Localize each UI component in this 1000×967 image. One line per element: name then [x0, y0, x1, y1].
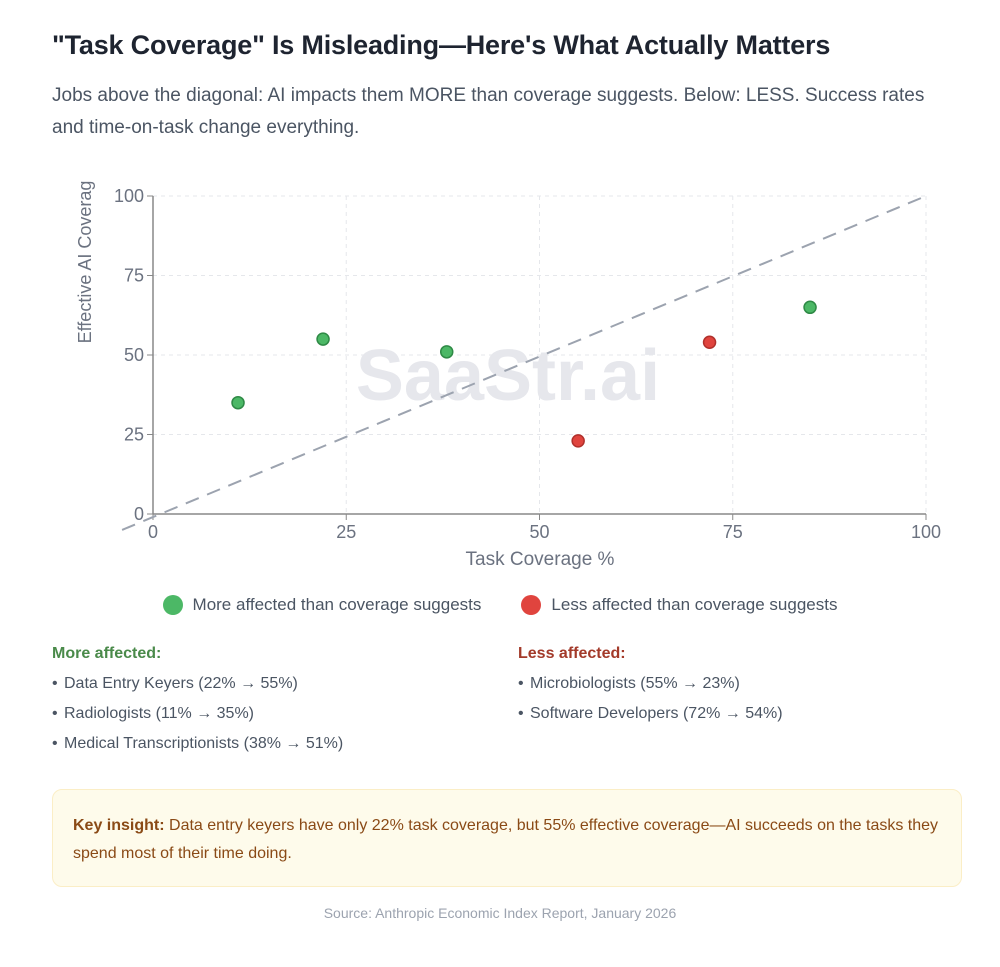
y-axis-label: Effective AI Coverag	[75, 181, 95, 344]
axes	[147, 195, 927, 520]
data-point-more	[231, 395, 245, 410]
list-item-text: Microbiologists (55% → 23%)	[530, 675, 740, 692]
less-affected-heading: Less affected:	[518, 645, 626, 662]
green-dot-icon	[162, 595, 183, 615]
page-title: "Task Coverage" Is Misleading—Here's Wha…	[52, 30, 831, 60]
list-item: • Medical Transcriptionists (38% → 51%)	[52, 729, 343, 759]
x-tick-label: 75	[723, 522, 743, 542]
list-item: • Software Developers (72% → 54%)	[518, 699, 783, 729]
bullet-icon: •	[518, 675, 524, 692]
bullet-icon: •	[52, 675, 58, 692]
list-item-text: Data Entry Keyers (22% → 55%)	[64, 675, 298, 692]
y-tick-label: 25	[124, 425, 144, 445]
bullet-icon: •	[52, 735, 58, 752]
bullet-icon: •	[52, 705, 58, 722]
data-point-less	[702, 335, 717, 350]
y-tick-label: 50	[124, 345, 144, 365]
y-tick-label: 100	[114, 186, 144, 206]
data-point-more	[439, 345, 454, 359]
y-tick-label: 75	[124, 266, 144, 286]
red-dot-icon	[521, 595, 542, 615]
bullet-icon: •	[518, 705, 524, 722]
list-item: • Radiologists (11% → 35%)	[52, 699, 343, 729]
watermark: SaaStr.ai	[356, 336, 660, 416]
chart-legend: More affected than coverage suggests Les…	[0, 595, 1000, 615]
legend-label-more: More affected than coverage suggests	[192, 595, 482, 614]
list-item-text: Medical Transcriptionists (38% → 51%)	[64, 735, 344, 752]
legend-label-less: Less affected than coverage suggests	[551, 595, 838, 614]
x-tick-label: 25	[336, 522, 356, 542]
more-affected-heading: More affected:	[52, 645, 162, 662]
scatter-chart: SaaStr.ai 0 25 50 75 100 0 25 50 75 100 Task Cove…	[75, 181, 941, 570]
data-point-less	[571, 434, 585, 448]
key-insight-label: Key insight:	[73, 817, 165, 834]
y-tick-label: 0	[134, 504, 144, 524]
data-points	[231, 300, 817, 448]
list-item-text: Radiologists (11% → 35%)	[64, 705, 255, 722]
legend-item-less[interactable]: Less affected than coverage suggests	[521, 595, 837, 615]
list-item-text: Software Developers (72% → 54%)	[530, 705, 783, 722]
x-tick-label: 100	[911, 522, 941, 542]
key-insight-text: Data entry keyers have only 22% task cov…	[73, 817, 939, 862]
list-item: • Data Entry Keyers (22% → 55%)	[52, 669, 343, 699]
x-tick-label: 50	[529, 522, 549, 542]
legend-item-more[interactable]: More affected than coverage suggests	[162, 595, 482, 615]
tick-labels: 0 25 50 75 100 0 25 50 75 100	[114, 186, 941, 542]
x-tick-label: 0	[148, 522, 158, 542]
data-point-more	[803, 300, 817, 315]
source-footer: Source: Anthropic Economic Index Report,…	[323, 905, 677, 921]
list-item: • Microbiologists (55% → 23%)	[518, 669, 783, 699]
page-subtitle: Jobs above the diagonal: AI impacts them…	[52, 85, 925, 138]
data-point-more	[316, 332, 330, 346]
x-axis-label: Task Coverage %	[466, 549, 615, 570]
less-affected-list: Less affected: • Microbiologists (55% → 2…	[518, 645, 783, 729]
more-affected-list: More affected: • Data Entry Keyers (22% →…	[52, 645, 343, 759]
key-insight-callout: Key insight: Data entry keyers have only…	[52, 789, 962, 887]
diagonal-reference-line	[121, 195, 927, 531]
